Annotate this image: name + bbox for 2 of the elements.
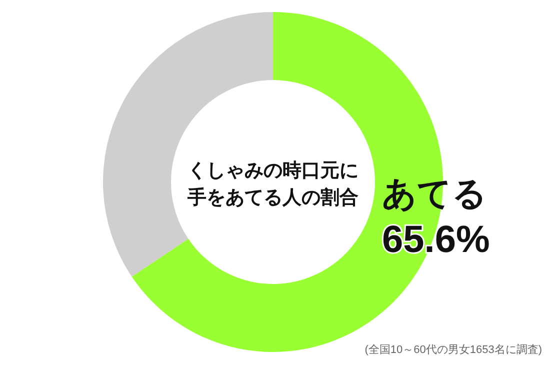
annotation: (全国10～60代の男女1653名に調査)	[364, 344, 542, 356]
title: くしゃみの時口元に手をあてる人の割合	[188, 160, 358, 208]
